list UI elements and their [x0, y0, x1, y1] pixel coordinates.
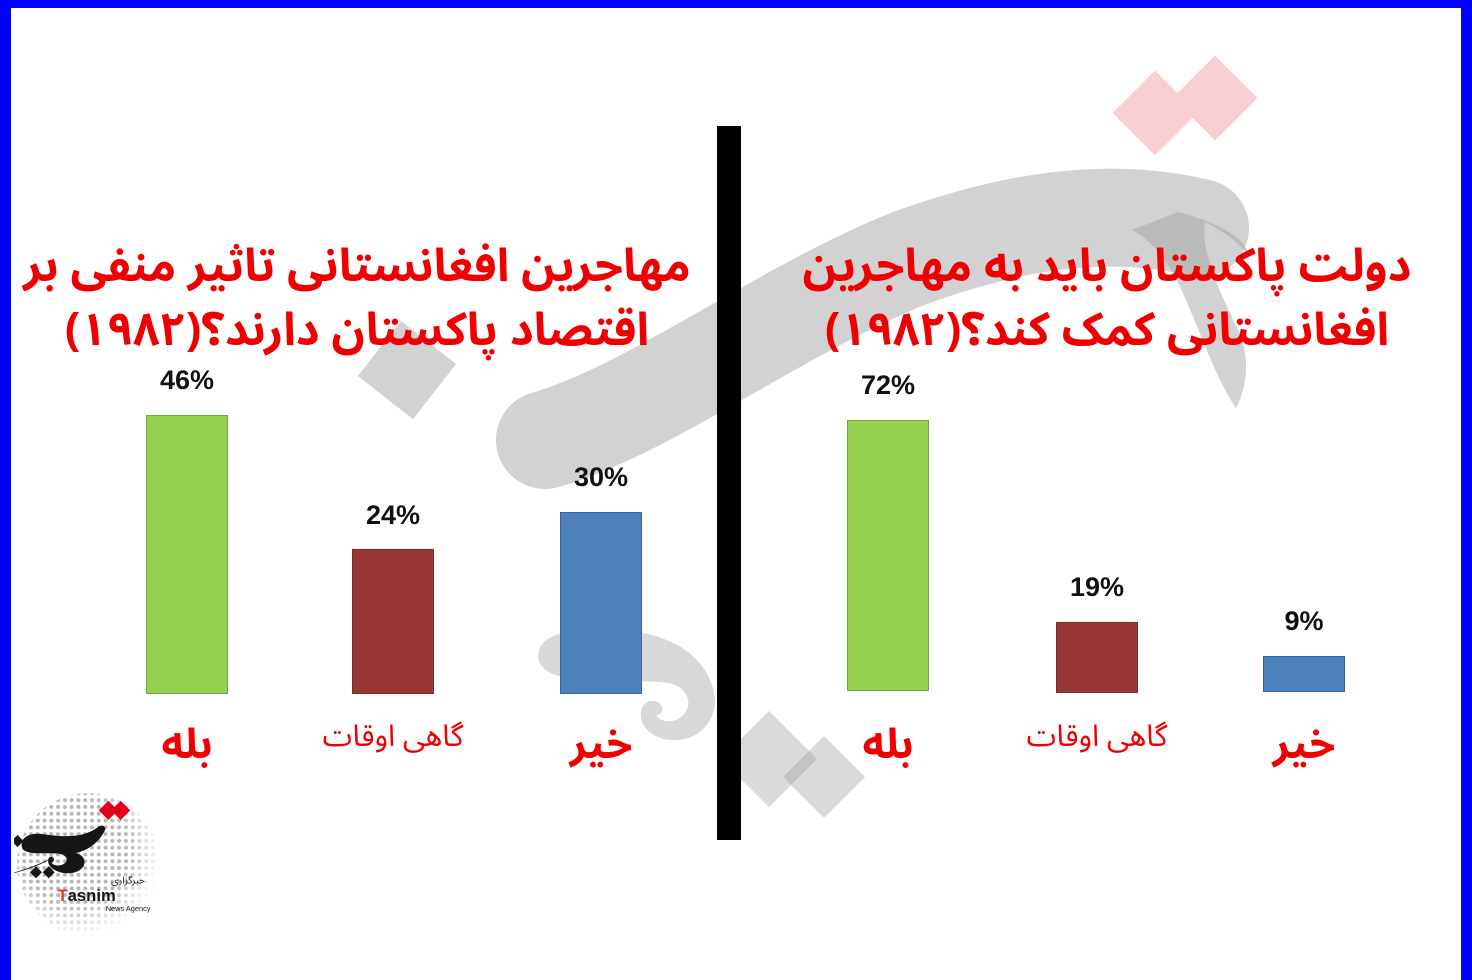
- svg-text:News Agency: News Agency: [106, 904, 151, 913]
- svg-text:خبرگزاری: خبرگزاری: [111, 871, 145, 892]
- svg-text:Tasnim: Tasnim: [57, 886, 115, 905]
